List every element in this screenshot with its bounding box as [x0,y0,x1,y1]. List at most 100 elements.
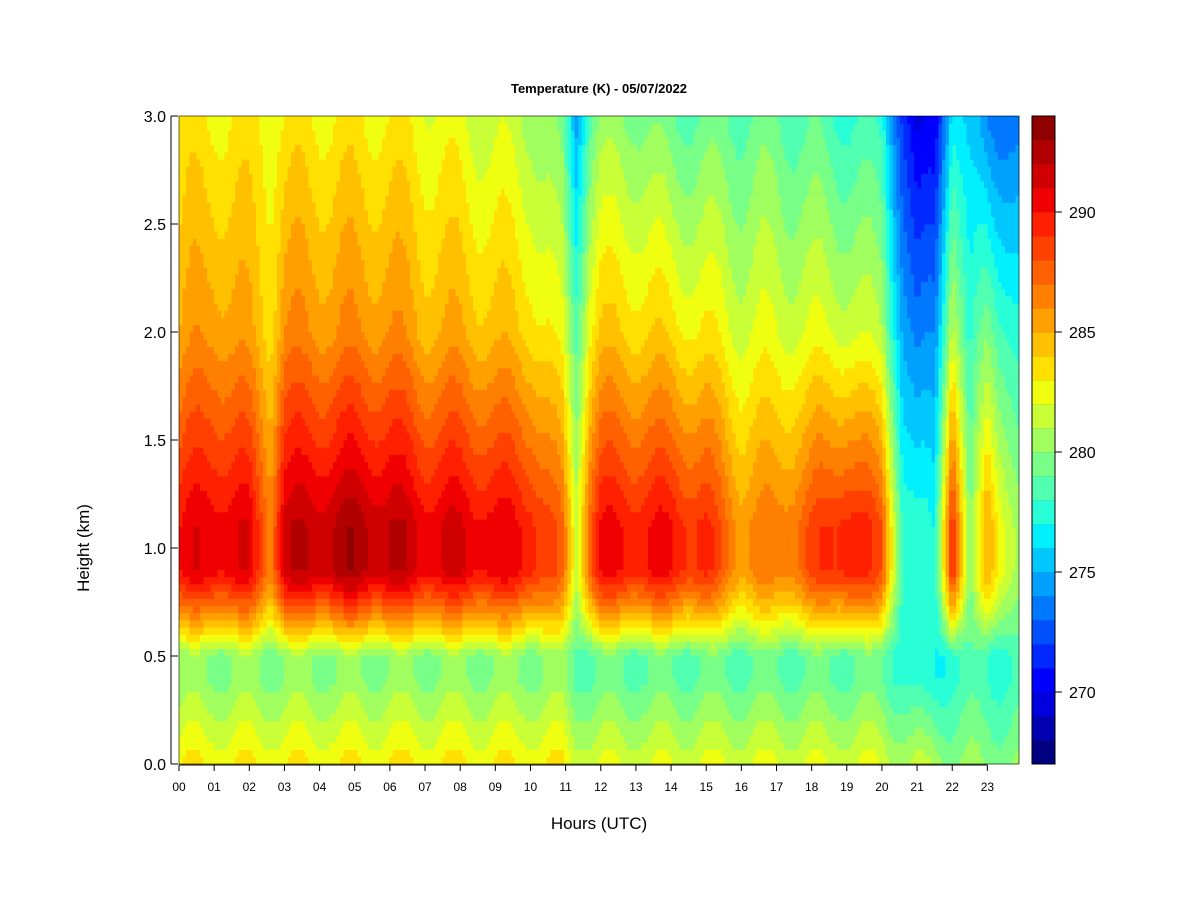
heatmap-cell [308,720,313,729]
heatmap-cell [193,720,197,729]
heatmap-cell [287,656,292,664]
heatmap-cell [322,425,327,434]
heatmap-cell [228,468,232,477]
heatmap-cell [245,353,250,362]
heatmap-cell [196,130,201,138]
heatmap-cell [347,728,351,736]
heatmap-cell [179,332,183,340]
heatmap-cell [228,634,232,642]
heatmap-cell [305,569,309,578]
heatmap-cell [368,303,372,311]
heatmap-cell [280,677,285,686]
heatmap-cell [319,634,323,642]
heatmap-cell [333,540,337,549]
heatmap-cell [186,454,190,462]
heatmap-cell [217,267,222,275]
heatmap-cell [210,735,215,743]
heatmap-cell [186,396,190,405]
heatmap-cell [308,612,313,621]
heatmap-cell [179,656,183,664]
heatmap-cell [368,519,372,527]
heatmap-cell [336,612,341,621]
heatmap-cell [238,634,243,642]
heatmap-cell [224,713,229,722]
heatmap-cell [210,742,215,750]
heatmap-cell [200,317,204,326]
heatmap-cell [298,533,302,542]
heatmap-cell [354,159,358,167]
heatmap-cell [333,526,337,534]
heatmap-cell [308,245,313,254]
heatmap-cell [193,497,197,506]
heatmap-cell [231,375,236,383]
heatmap-cell [179,684,183,693]
heatmap-cell [343,591,348,599]
heatmap-cell [200,735,204,743]
heatmap-cell [231,260,236,268]
heatmap-cell [312,123,316,131]
heatmap-cell [193,677,197,686]
heatmap-cell [182,677,187,686]
heatmap-cell [242,526,246,534]
heatmap-cell [280,368,285,376]
heatmap-cell [347,476,351,484]
heatmap-cell [319,260,323,268]
heatmap-cell [364,728,369,736]
heatmap-cell [305,195,309,203]
heatmap-cell [312,324,316,333]
heatmap-cell [196,692,201,700]
heatmap-cell [336,454,341,462]
heatmap-cell [333,130,337,138]
heatmap-cell [361,137,365,146]
heatmap-cell [238,216,243,225]
heatmap-cell [221,166,225,174]
heatmap-cell [263,188,267,196]
heatmap-cell [245,346,250,354]
heatmap-cell [210,584,215,592]
heatmap-cell [357,692,362,700]
heatmap-cell [224,526,229,534]
heatmap-cell [235,418,239,426]
heatmap-cell [214,627,218,635]
heatmap-cell [200,425,204,434]
heatmap-cell [203,195,208,203]
heatmap-cell [298,656,302,664]
heatmap-cell [179,180,183,189]
heatmap-cell [189,152,194,160]
heatmap-cell [228,512,232,520]
heatmap-cell [214,641,218,650]
heatmap-cell [263,490,267,498]
heatmap-cell [207,713,211,722]
heatmap-cell [329,519,334,527]
heatmap-cell [231,130,236,138]
heatmap-cell [179,504,183,513]
heatmap-cell [259,332,264,340]
heatmap-cell [347,123,351,131]
heatmap-cell [354,224,358,232]
heatmap-cell [326,706,330,714]
heatmap-cell [368,209,372,218]
heatmap-cell [347,202,351,210]
heatmap-cell [242,656,246,664]
heatmap-cell [189,123,194,131]
heatmap-cell [249,476,253,484]
heatmap-cell [207,533,211,542]
heatmap-cell [221,238,225,246]
heatmap-cell [280,152,285,160]
heatmap-cell [308,663,313,671]
heatmap-cell [179,224,183,232]
heatmap-cell [333,562,337,570]
heatmap-cell [322,123,327,131]
heatmap-cell [280,699,285,707]
heatmap-cell [179,346,183,354]
heatmap-cell [210,404,215,412]
heatmap-cell [308,677,313,686]
heatmap-cell [301,490,306,498]
heatmap-cell [315,699,320,707]
heatmap-cell [368,375,372,383]
heatmap-cell [287,569,292,578]
heatmap-cell [319,173,323,182]
heatmap-cell [242,216,246,225]
heatmap-cell [235,555,239,563]
heatmap-cell [357,591,362,599]
